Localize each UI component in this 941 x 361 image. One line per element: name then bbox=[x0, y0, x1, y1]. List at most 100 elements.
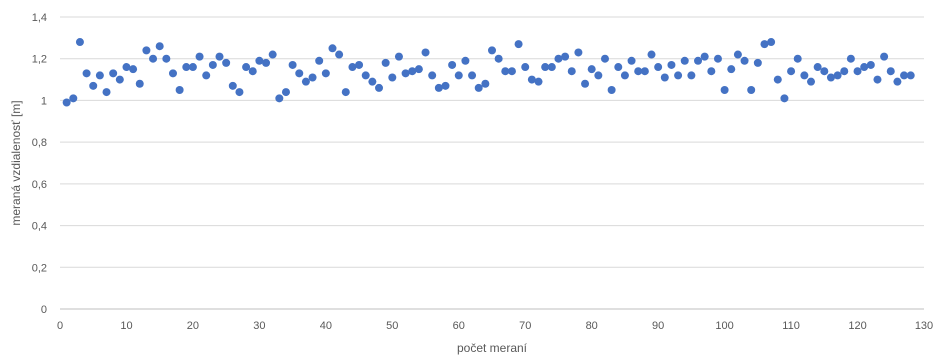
data-point bbox=[793, 54, 802, 63]
data-point bbox=[694, 56, 703, 65]
data-point bbox=[129, 65, 138, 74]
data-point bbox=[222, 58, 231, 67]
x-tick-label: 40 bbox=[320, 320, 332, 332]
data-point bbox=[886, 67, 895, 76]
data-point bbox=[833, 71, 842, 80]
data-point bbox=[461, 56, 470, 65]
data-point bbox=[906, 71, 915, 80]
data-point bbox=[581, 79, 590, 88]
data-point bbox=[75, 38, 84, 47]
data-point bbox=[109, 69, 118, 78]
y-tick-label: 1,4 bbox=[32, 12, 47, 24]
data-point bbox=[521, 63, 530, 72]
data-point bbox=[454, 71, 463, 80]
data-point bbox=[62, 98, 71, 107]
data-point bbox=[341, 88, 350, 97]
data-point bbox=[168, 69, 177, 78]
x-tick-label: 80 bbox=[586, 320, 598, 332]
data-point bbox=[727, 65, 736, 74]
data-point bbox=[594, 71, 603, 80]
data-point bbox=[654, 63, 663, 72]
x-tick-label: 130 bbox=[915, 320, 933, 332]
y-tick-label: 0,4 bbox=[32, 221, 47, 233]
data-point bbox=[308, 73, 317, 82]
data-point bbox=[175, 86, 184, 94]
data-point bbox=[202, 71, 211, 80]
y-tick-label: 0,6 bbox=[32, 179, 47, 191]
data-point bbox=[228, 81, 237, 90]
data-point bbox=[554, 54, 563, 63]
data-point bbox=[873, 75, 882, 84]
x-axis-title: počet meraní bbox=[457, 341, 528, 355]
data-point bbox=[620, 71, 629, 80]
data-point bbox=[149, 54, 158, 63]
data-point bbox=[627, 56, 636, 65]
data-point bbox=[262, 58, 271, 67]
data-point bbox=[674, 71, 683, 80]
data-point bbox=[561, 52, 570, 61]
data-point bbox=[494, 54, 503, 63]
data-point bbox=[281, 88, 290, 97]
data-point bbox=[242, 63, 251, 72]
data-point bbox=[394, 52, 403, 61]
data-point bbox=[707, 67, 716, 76]
data-point bbox=[713, 54, 722, 63]
data-point bbox=[235, 88, 244, 97]
data-point bbox=[182, 63, 191, 72]
data-point bbox=[780, 94, 789, 103]
data-point bbox=[488, 46, 496, 55]
data-point bbox=[468, 71, 477, 80]
data-point bbox=[69, 94, 78, 103]
data-points bbox=[62, 38, 915, 107]
data-point bbox=[275, 94, 284, 103]
x-tick-label: 90 bbox=[652, 320, 664, 332]
data-point bbox=[142, 46, 151, 55]
data-point bbox=[826, 73, 835, 82]
data-point bbox=[414, 65, 423, 74]
data-point bbox=[667, 60, 676, 69]
data-point bbox=[507, 67, 516, 76]
data-point bbox=[880, 52, 889, 61]
data-point bbox=[268, 50, 277, 59]
data-point bbox=[574, 48, 583, 57]
data-point bbox=[388, 73, 397, 82]
data-point bbox=[900, 71, 909, 80]
y-tick-label: 1,2 bbox=[32, 54, 47, 66]
data-point bbox=[807, 77, 816, 86]
data-point bbox=[335, 50, 344, 59]
data-point bbox=[680, 56, 689, 65]
data-point bbox=[215, 52, 224, 61]
data-point bbox=[208, 60, 217, 69]
data-point bbox=[773, 75, 782, 84]
data-point bbox=[820, 67, 829, 76]
data-point bbox=[474, 83, 483, 92]
data-point bbox=[787, 67, 796, 76]
data-point bbox=[248, 67, 257, 76]
data-point bbox=[155, 42, 164, 51]
y-tick-label: 1 bbox=[41, 95, 47, 107]
data-point bbox=[348, 63, 357, 72]
data-point bbox=[767, 38, 776, 47]
x-tick-label: 30 bbox=[253, 320, 265, 332]
data-point bbox=[501, 67, 510, 76]
data-point bbox=[89, 81, 98, 90]
data-point bbox=[640, 67, 649, 76]
y-tick-label: 0 bbox=[41, 304, 47, 316]
data-point bbox=[813, 63, 822, 72]
data-point bbox=[195, 52, 204, 61]
data-point bbox=[840, 67, 849, 76]
data-point bbox=[115, 75, 124, 84]
data-point bbox=[441, 81, 450, 90]
x-tick-label: 20 bbox=[187, 320, 199, 332]
data-point bbox=[375, 83, 384, 92]
data-point bbox=[534, 77, 543, 86]
x-tick-label: 10 bbox=[120, 320, 132, 332]
data-point bbox=[122, 63, 131, 72]
data-point bbox=[846, 54, 855, 63]
y-axis-tick-labels: 0 0,2 0,4 0,6 0,8 1 1,2 1,4 bbox=[32, 12, 47, 316]
data-point bbox=[361, 71, 370, 80]
data-point bbox=[687, 71, 696, 80]
data-point bbox=[481, 79, 490, 88]
data-point bbox=[647, 50, 656, 59]
data-point bbox=[381, 58, 390, 67]
